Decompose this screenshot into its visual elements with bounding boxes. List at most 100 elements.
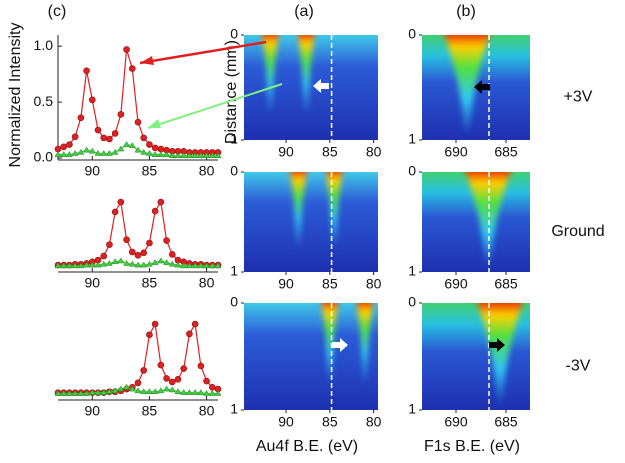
marker [208,152,216,159]
y-tick-label: 0 [408,163,416,179]
y-tick-label: 0.0 [34,149,54,165]
marker [185,262,193,269]
x-tick-label: 85 [322,144,338,160]
x-tick-label: 90 [278,276,294,292]
intensity-peak [289,172,307,247]
marker [77,390,85,396]
panel-label: (a) [294,3,314,20]
intensity-peak [444,35,490,135]
marker [134,251,142,259]
marker [128,142,136,148]
x-tick-label: 685 [494,414,518,430]
marker [123,46,130,53]
marker [157,257,165,264]
marker [105,388,113,395]
y-tick-label: 1 [230,131,238,147]
marker [83,390,91,396]
charts: 90 85 80 0.0 0.5 1.0 (c) Normalized Intensity 90… [7,3,604,455]
marker [203,262,211,269]
marker [140,148,148,155]
marker [214,262,222,269]
marker [145,260,153,267]
marker [54,151,62,157]
x-tick-label: 85 [142,275,158,291]
marker [157,151,165,157]
intensity-peak [261,35,279,114]
marker [128,260,136,267]
heatmap [422,303,530,410]
marker [197,362,205,370]
marker [140,249,148,257]
x-tick-label: 80 [366,414,382,430]
marker [60,390,68,396]
marker [197,152,205,159]
x-tick-label: 80 [366,144,382,160]
marker [88,261,96,268]
marker [185,389,193,395]
marker [140,388,148,395]
heatmap-background [244,303,378,410]
x-tick-label: 685 [494,144,518,160]
x-tick-label: 80 [366,276,382,292]
marker [128,385,136,392]
marker [106,135,113,143]
x-tick-label: 690 [444,144,468,160]
marker [180,262,188,269]
white-arrow [332,338,348,352]
x-tick-label: 80 [199,275,215,291]
black-arrow [489,338,505,352]
marker [66,141,73,148]
marker [140,261,148,268]
intensity-peak [465,172,511,267]
marker [186,330,193,338]
x-tick-label: 85 [142,163,158,179]
marker [117,145,125,152]
marker [180,389,188,395]
arrows [139,40,505,352]
black-arrow [474,80,490,94]
y-tick-label: 0 [408,294,416,310]
marker [208,262,216,269]
y-tick-label: 1 [408,131,416,147]
x-tick-label: 690 [444,414,468,430]
series-line [57,49,218,154]
x-tick-label: 80 [199,403,215,419]
marker [94,126,102,134]
marker [105,150,113,156]
marker [94,389,102,395]
marker [168,386,176,393]
marker [100,252,108,260]
marker [151,144,159,152]
marker [54,262,62,269]
marker [111,258,119,265]
heatmap-background [244,172,378,272]
marker [83,67,90,75]
y-tick-label: 1 [408,263,416,279]
marker [174,375,182,383]
marker [157,361,165,369]
condition-label: +3V [564,89,593,106]
y-tick-label: 1 [230,263,238,279]
marker [123,259,131,266]
y-axis-title: Distance (mm) [223,40,240,144]
marker [88,389,96,395]
marker [191,152,199,159]
intensity-peak [356,303,374,384]
marker [128,248,136,256]
marker [60,151,68,157]
condition-label: Ground [551,223,604,240]
marker [197,389,205,395]
red-arrow-head [140,56,154,65]
marker [106,241,113,248]
marker [77,148,85,155]
marker [94,261,102,268]
intensity-peak [325,172,343,247]
marker [163,385,171,392]
heatmap [244,172,378,272]
marker [111,387,119,394]
marker [123,383,131,390]
intensity-peak [321,303,339,384]
marker [146,331,153,339]
marker [157,198,165,206]
marker [100,260,108,267]
